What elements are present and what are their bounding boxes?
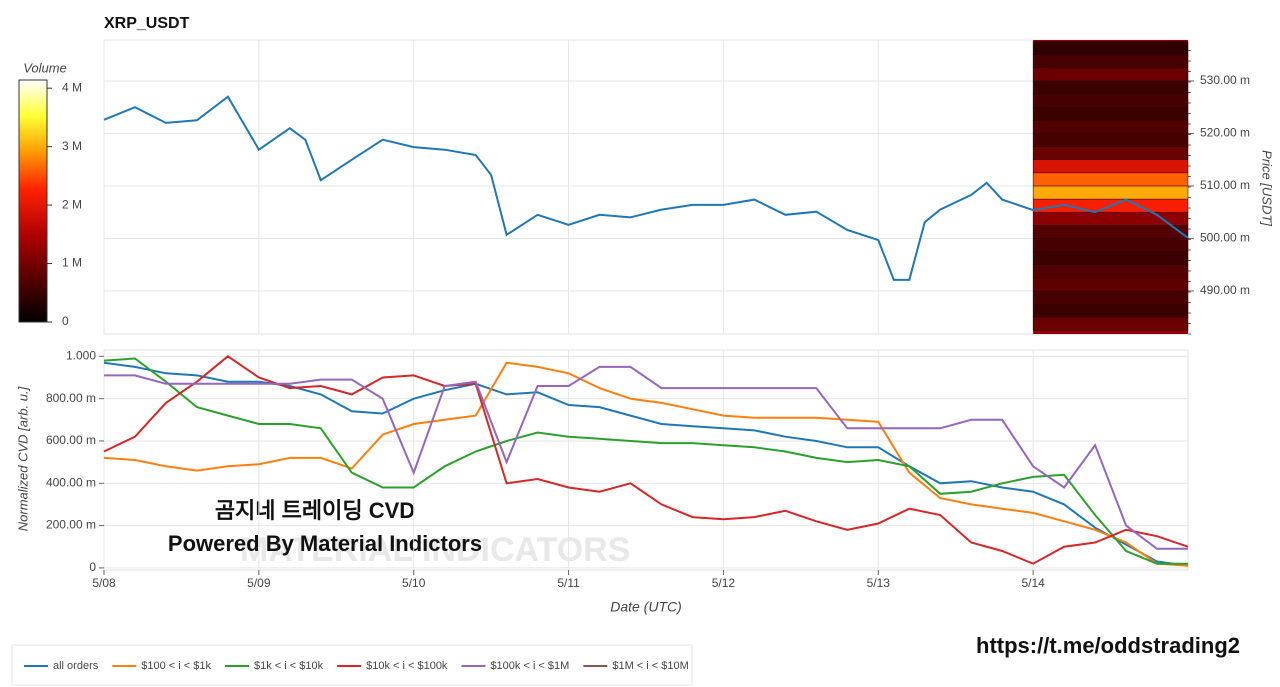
chart-title: XRP_USDT	[104, 15, 190, 32]
heatmap-cell	[1032, 303, 1189, 318]
y-tick-label: 500.00 m	[1200, 231, 1250, 245]
x-tick-label: 5/12	[712, 576, 736, 590]
x-tick-label: 5/11	[557, 576, 580, 590]
watermark: 곰지네 트레이딩 CVD	[215, 498, 415, 523]
link: https://t.me/oddstrading2	[976, 633, 1240, 658]
plot-frame	[103, 39, 1189, 335]
legend-label: $100 < i < $1k	[141, 660, 211, 672]
heatmap-cell	[1032, 264, 1189, 279]
heatmap-cell	[1032, 251, 1189, 265]
x-tick-label: 5/13	[867, 576, 891, 590]
colorbar-tick-label: 0	[62, 314, 69, 328]
heatmap-cell	[1032, 316, 1189, 331]
heatmap-cell	[1032, 172, 1189, 187]
legend-label: $100k < i < $1M	[490, 660, 569, 672]
legend-label: $10k < i < $100k	[366, 660, 448, 672]
y-axis-label: Price [USDT]	[1260, 150, 1275, 226]
x-tick-label: 5/08	[92, 576, 116, 590]
colorbar-tick-label: 1 M	[62, 256, 82, 270]
heatmap-cell	[1032, 133, 1189, 147]
heatmap-cell	[1032, 41, 1189, 55]
line	[103, 357, 1188, 565]
legend-label: $1k < i < $10k	[254, 660, 324, 672]
heatmap-cell	[1032, 159, 1189, 174]
line	[103, 95, 1189, 281]
heatmap-cell	[1032, 211, 1189, 226]
heatmap-cell	[1032, 225, 1189, 239]
y-tick-label: 530.00 m	[1200, 73, 1250, 87]
line	[103, 361, 1189, 567]
x-tick-label: 5/10	[402, 576, 426, 590]
y-tick-label: 0	[89, 560, 96, 574]
colorbar-tick-label: 3 M	[62, 139, 82, 153]
x-tick-label: 5/14	[1021, 576, 1045, 590]
line	[103, 355, 1189, 565]
watermark: Powered By Material Indictors	[168, 531, 482, 556]
legend-label: $1M < i < $10M	[612, 660, 688, 672]
y-tick-label: 1.000	[66, 349, 96, 363]
watermark-logo: MATERIAL INDICATORS	[240, 531, 630, 569]
heatmap-cell	[1032, 238, 1189, 252]
heatmap-cell	[1032, 67, 1189, 82]
heatmap-cell	[1032, 146, 1189, 160]
heatmap-cell	[1032, 185, 1189, 200]
y-tick-label: 600.00 m	[46, 433, 96, 447]
y-tick-label: 800.00 m	[46, 391, 96, 405]
heatmap-cell	[1032, 277, 1189, 292]
y-tick-label: 510.00 m	[1200, 178, 1250, 192]
colorbar	[18, 79, 48, 323]
y-tick-label: 490.00 m	[1200, 283, 1250, 297]
heatmap-cell	[1032, 106, 1189, 121]
heatmap-cell	[1032, 93, 1189, 108]
heatmap-cell	[1032, 54, 1189, 69]
colorbar-title: Volume	[23, 60, 67, 75]
y-axis-label: Normalized CVD [arb. u.]	[15, 386, 30, 531]
y-tick-label: 400.00 m	[46, 475, 96, 489]
legend-label: all orders	[53, 660, 99, 672]
colorbar-tick-label: 2 M	[62, 197, 82, 211]
x-tick-label: 5/09	[247, 576, 271, 590]
heatmap-cell	[1032, 80, 1189, 95]
y-tick-label: 520.00 m	[1200, 126, 1250, 140]
heatmap-cell	[1032, 120, 1189, 134]
colorbar-tick-label: 4 M	[62, 80, 82, 94]
x-axis-label: Date (UTC)	[610, 599, 682, 615]
heatmap-cell	[1032, 290, 1189, 305]
y-tick-label: 200.00 m	[46, 518, 96, 532]
line	[104, 365, 1188, 550]
